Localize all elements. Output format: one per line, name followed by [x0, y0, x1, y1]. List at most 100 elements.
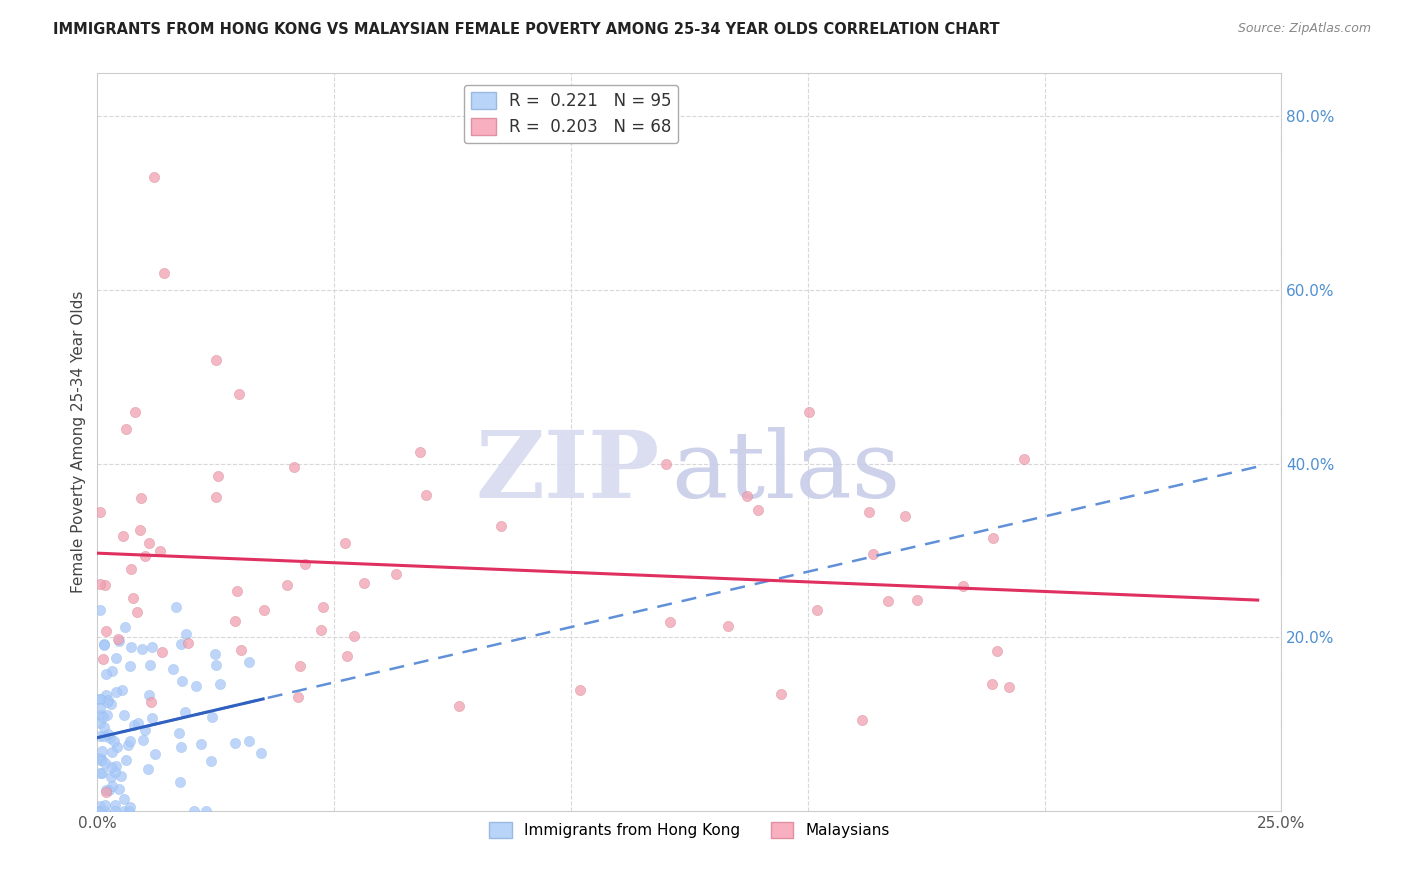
Point	[118, 659, 141, 673]
Point	[162, 662, 184, 676]
Point	[89, 716, 111, 731]
Point	[149, 544, 172, 558]
Point	[110, 682, 132, 697]
Point	[981, 531, 1004, 545]
Point	[205, 490, 228, 504]
Point	[311, 599, 333, 614]
Point	[117, 738, 139, 752]
Point	[96, 708, 118, 723]
Point	[138, 688, 160, 702]
Point	[96, 688, 118, 702]
Point	[141, 640, 163, 655]
Point	[107, 632, 129, 646]
Point	[114, 620, 136, 634]
Point	[169, 637, 191, 651]
Point	[104, 797, 127, 812]
Point	[283, 459, 305, 474]
Point	[141, 695, 163, 709]
Point	[105, 758, 128, 772]
Point	[93, 729, 115, 743]
Point	[122, 718, 145, 732]
Point	[89, 753, 111, 767]
Point	[169, 726, 191, 740]
Point	[134, 723, 156, 737]
Point	[118, 804, 141, 818]
Point	[108, 782, 131, 797]
Point	[101, 745, 124, 759]
Point	[89, 751, 111, 765]
Point	[128, 524, 150, 538]
Point	[100, 697, 122, 711]
Point	[127, 715, 149, 730]
Point	[120, 733, 142, 747]
Point	[294, 558, 316, 572]
Point	[139, 657, 162, 672]
Point	[952, 578, 974, 592]
Point	[986, 644, 1008, 658]
Point	[118, 800, 141, 814]
Point	[384, 567, 406, 582]
Point	[90, 744, 112, 758]
Point	[89, 692, 111, 706]
Point	[165, 599, 187, 614]
Point	[981, 676, 1004, 690]
Point	[747, 503, 769, 517]
Point	[200, 755, 222, 769]
Point	[894, 508, 917, 523]
Point	[228, 387, 250, 401]
Point	[96, 696, 118, 710]
Point	[174, 705, 197, 719]
Point	[998, 680, 1021, 694]
Point	[110, 769, 132, 783]
Text: Source: ZipAtlas.com: Source: ZipAtlas.com	[1237, 22, 1371, 36]
Point	[93, 637, 115, 651]
Point	[138, 535, 160, 549]
Point	[343, 629, 366, 643]
Point	[568, 683, 591, 698]
Point	[100, 770, 122, 784]
Point	[124, 405, 146, 419]
Point	[90, 804, 112, 818]
Point	[335, 536, 357, 550]
Point	[797, 405, 820, 419]
Point	[1012, 452, 1035, 467]
Point	[224, 614, 246, 628]
Point	[114, 422, 136, 436]
Point	[231, 643, 253, 657]
Point	[658, 615, 681, 629]
Point	[207, 468, 229, 483]
Point	[145, 747, 167, 761]
Point	[94, 804, 117, 818]
Point	[112, 804, 135, 818]
Point	[141, 711, 163, 725]
Point	[105, 650, 128, 665]
Point	[89, 766, 111, 780]
Point	[287, 690, 309, 704]
Text: IMMIGRANTS FROM HONG KONG VS MALAYSIAN FEMALE POVERTY AMONG 25-34 YEAR OLDS CORR: IMMIGRANTS FROM HONG KONG VS MALAYSIAN F…	[53, 22, 1000, 37]
Point	[205, 658, 228, 673]
Text: atlas: atlas	[672, 426, 901, 516]
Point	[447, 699, 470, 714]
Point	[91, 753, 114, 767]
Point	[112, 791, 135, 805]
Point	[94, 667, 117, 681]
Y-axis label: Female Poverty Among 25-34 Year Olds: Female Poverty Among 25-34 Year Olds	[72, 291, 86, 593]
Point	[353, 575, 375, 590]
Point	[94, 577, 117, 591]
Point	[858, 505, 880, 519]
Point	[238, 655, 260, 669]
Point	[104, 764, 127, 779]
Point	[415, 488, 437, 502]
Point	[104, 685, 127, 699]
Point	[89, 691, 111, 706]
Point	[184, 679, 207, 693]
Point	[100, 731, 122, 746]
Point	[93, 720, 115, 734]
Point	[91, 709, 114, 723]
Point	[122, 591, 145, 606]
Point	[129, 491, 152, 505]
Point	[183, 804, 205, 818]
Point	[111, 529, 134, 543]
Point	[654, 457, 676, 471]
Point	[103, 804, 125, 818]
